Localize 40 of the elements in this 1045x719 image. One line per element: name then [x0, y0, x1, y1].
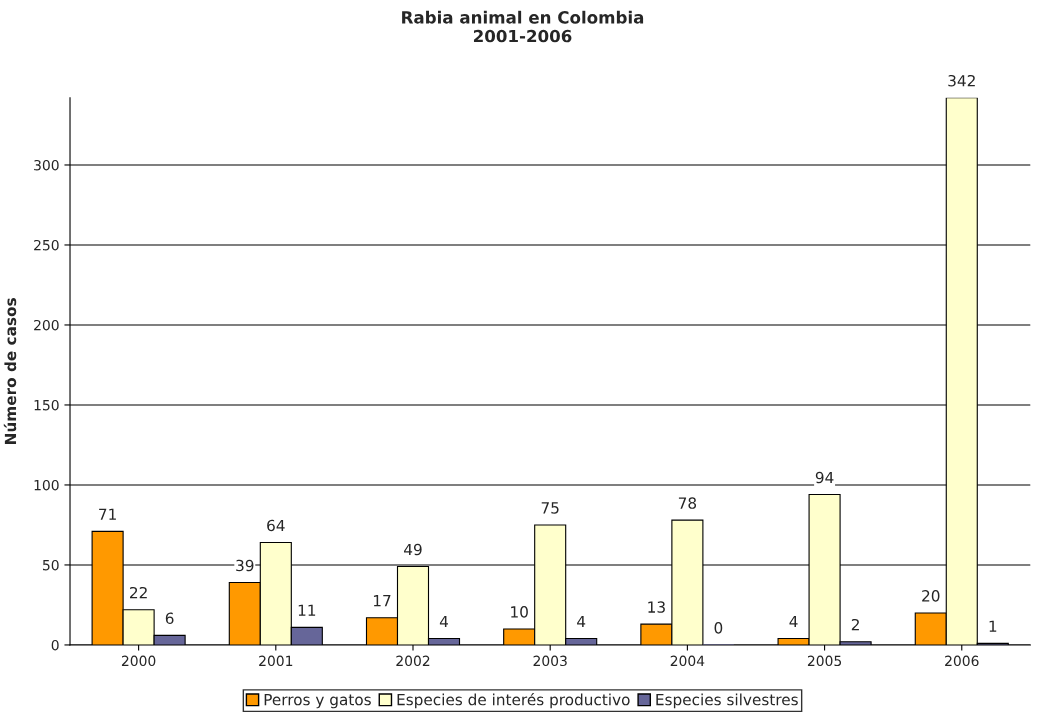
x-tick-label: 2001 — [259, 655, 293, 667]
data-label: 64 — [267, 519, 285, 532]
x-tick-label: 2000 — [121, 655, 156, 667]
data-label: 78 — [678, 497, 697, 509]
data-label: 6 — [165, 612, 174, 625]
data-label: 49 — [404, 543, 422, 556]
y-tick-label: 150 — [34, 399, 59, 411]
y-tick-label: 300 — [34, 159, 59, 171]
y-tick-label: 100 — [34, 479, 59, 491]
x-tick-label: 2005 — [807, 655, 842, 667]
data-label: 22 — [130, 586, 147, 599]
x-tick-label: 2006 — [945, 655, 979, 667]
data-label: 13 — [648, 601, 665, 613]
x-tick-label: 2002 — [396, 655, 430, 667]
data-label: 94 — [815, 471, 834, 484]
legend-label: Especies de interés productivo — [397, 692, 630, 709]
data-label: 2 — [851, 618, 859, 631]
data-label: 71 — [99, 508, 116, 520]
legend-label: Especies silvestres — [656, 693, 798, 709]
chart-title: Rabia animal en Colombia 2001-2006 — [402, 10, 644, 43]
data-label: 39 — [236, 559, 254, 572]
x-tick-label: 2003 — [533, 655, 567, 667]
data-label: 0 — [714, 622, 723, 634]
data-label: 11 — [298, 604, 316, 616]
data-label: 1 — [989, 620, 997, 632]
data-label: 17 — [373, 595, 391, 607]
y-axis-title: Número de casos — [3, 298, 17, 444]
x-tick-label: 2004 — [670, 655, 705, 667]
y-tick-label: 250 — [34, 239, 59, 251]
data-label: 4 — [577, 615, 586, 628]
y-tick-label: 0 — [51, 639, 59, 651]
data-label: 4 — [439, 615, 449, 628]
data-label: 20 — [922, 590, 940, 602]
legend-label: Perros y gatos — [264, 693, 371, 709]
y-tick-label: 50 — [43, 559, 59, 571]
data-label: 342 — [948, 74, 975, 87]
data-label: 4 — [789, 615, 798, 628]
data-label: 10 — [511, 606, 528, 618]
data-label: 75 — [541, 502, 559, 514]
y-tick-label: 200 — [34, 319, 59, 331]
